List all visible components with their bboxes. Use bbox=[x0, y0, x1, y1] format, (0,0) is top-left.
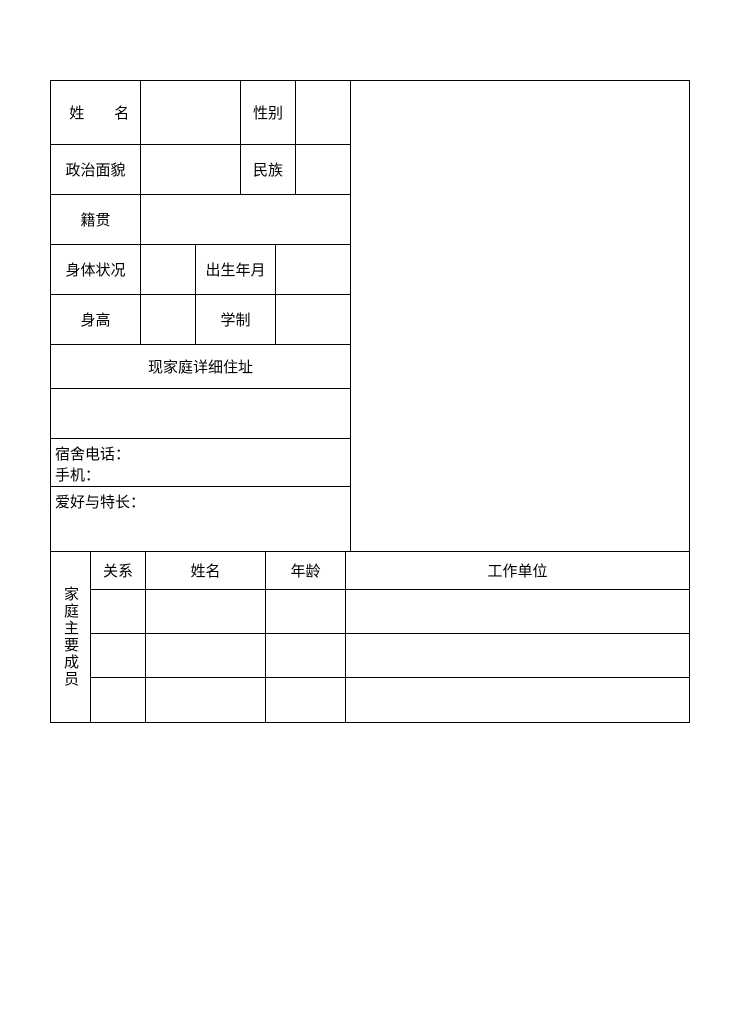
fam-name bbox=[146, 678, 266, 722]
phones-cell: 宿舍电话： 手机： bbox=[51, 439, 350, 486]
family-row bbox=[91, 634, 689, 678]
value-birth-date bbox=[276, 245, 350, 294]
row-height: 身高 学制 bbox=[51, 295, 350, 345]
value-height bbox=[141, 295, 196, 344]
fam-work-unit bbox=[346, 590, 689, 633]
label-height: 身高 bbox=[51, 295, 141, 344]
fam-relation bbox=[91, 590, 146, 633]
fam-relation bbox=[91, 634, 146, 677]
fam-name bbox=[146, 590, 266, 633]
label-ethnicity: 民族 bbox=[241, 145, 296, 194]
fam-work-unit bbox=[346, 678, 689, 722]
fam-name bbox=[146, 634, 266, 677]
personal-info-form: 姓名 性别 政治面貌 民族 籍贯 身体状况 出生年月 bbox=[50, 80, 690, 723]
header-fam-name: 姓名 bbox=[146, 552, 266, 589]
fam-work-unit bbox=[346, 634, 689, 677]
left-fields-block: 姓名 性别 政治面貌 民族 籍贯 身体状况 出生年月 bbox=[51, 81, 351, 551]
label-school-system: 学制 bbox=[196, 295, 276, 344]
row-name: 姓名 性别 bbox=[51, 81, 350, 145]
value-political bbox=[141, 145, 241, 194]
value-native-place bbox=[141, 195, 350, 244]
header-relation: 关系 bbox=[91, 552, 146, 589]
row-address-label: 现家庭详细住址 bbox=[51, 345, 350, 389]
label-health: 身体状况 bbox=[51, 245, 141, 294]
fam-age bbox=[266, 678, 346, 722]
label-family-members: 家庭主要成员 bbox=[51, 552, 91, 722]
label-address: 现家庭详细住址 bbox=[51, 345, 350, 388]
family-row bbox=[91, 590, 689, 634]
label-political: 政治面貌 bbox=[51, 145, 141, 194]
row-phones: 宿舍电话： 手机： bbox=[51, 439, 350, 487]
label-native-place: 籍贯 bbox=[51, 195, 141, 244]
family-header-row: 关系 姓名 年龄 工作单位 bbox=[91, 552, 689, 590]
value-name bbox=[141, 81, 241, 144]
family-row bbox=[91, 678, 689, 722]
row-address-value bbox=[51, 389, 350, 439]
row-hobby: 爱好与特长： bbox=[51, 487, 350, 551]
fam-age bbox=[266, 634, 346, 677]
label-name: 姓名 bbox=[51, 81, 141, 144]
row-political: 政治面貌 民族 bbox=[51, 145, 350, 195]
top-section: 姓名 性别 政治面貌 民族 籍贯 身体状况 出生年月 bbox=[51, 81, 689, 552]
header-age: 年龄 bbox=[266, 552, 346, 589]
row-native-place: 籍贯 bbox=[51, 195, 350, 245]
family-rows: 关系 姓名 年龄 工作单位 bbox=[91, 552, 689, 722]
value-address bbox=[51, 389, 350, 438]
photo-area bbox=[351, 81, 689, 551]
fam-age bbox=[266, 590, 346, 633]
row-health: 身体状况 出生年月 bbox=[51, 245, 350, 295]
label-birth-date: 出生年月 bbox=[196, 245, 276, 294]
label-mobile: 手机： bbox=[55, 464, 100, 485]
header-work-unit: 工作单位 bbox=[346, 552, 689, 589]
label-dorm-phone: 宿舍电话： bbox=[55, 443, 130, 464]
label-gender: 性别 bbox=[241, 81, 296, 144]
value-gender bbox=[296, 81, 350, 144]
fam-relation bbox=[91, 678, 146, 722]
value-health bbox=[141, 245, 196, 294]
value-school-system bbox=[276, 295, 350, 344]
family-section: 家庭主要成员 关系 姓名 年龄 工作单位 bbox=[51, 552, 689, 722]
hobby-cell: 爱好与特长： bbox=[51, 487, 350, 551]
value-ethnicity bbox=[296, 145, 350, 194]
